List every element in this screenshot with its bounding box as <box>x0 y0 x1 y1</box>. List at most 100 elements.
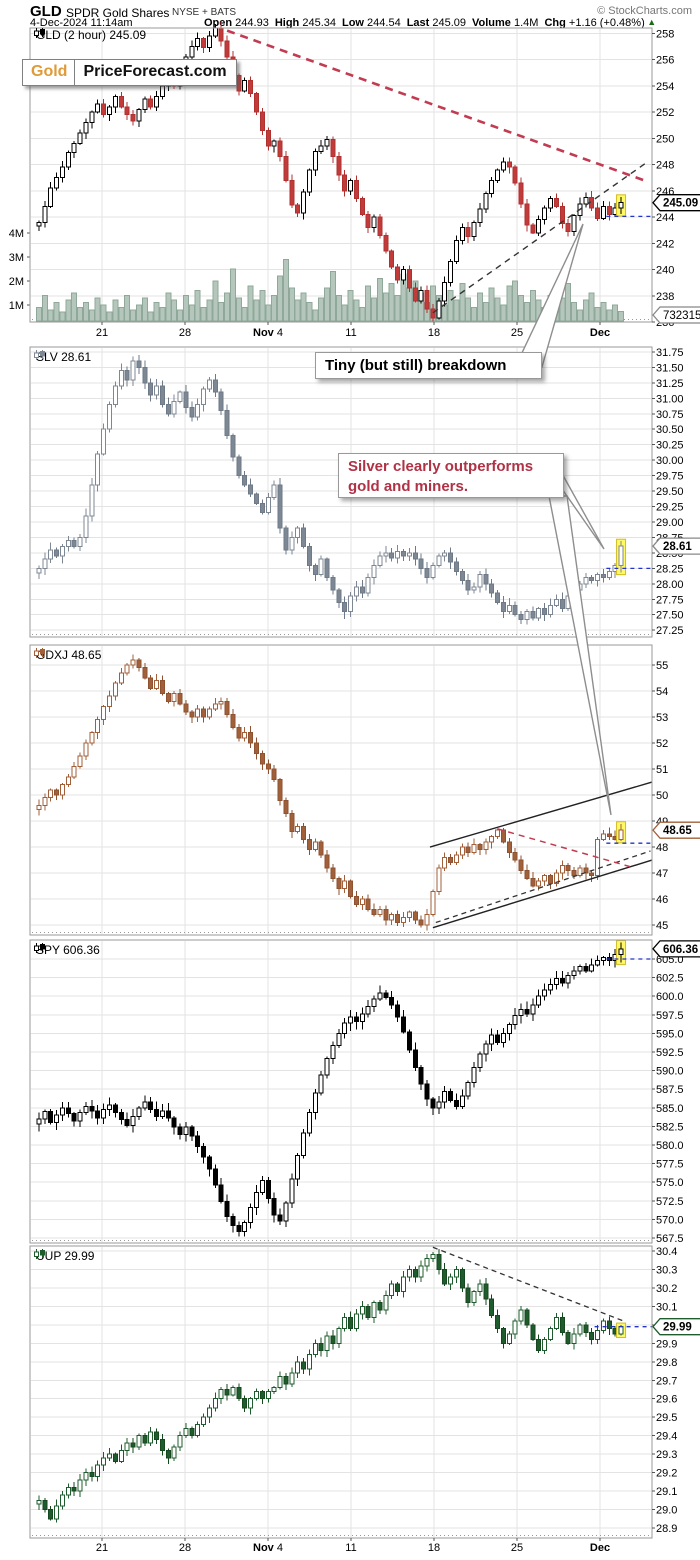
y-tick-label: 238 <box>656 291 674 303</box>
x-tick-label: 28 <box>179 1542 191 1554</box>
x-tick-label: Dec <box>590 1542 610 1554</box>
y-tick-label: 30.50 <box>656 424 684 436</box>
y-tick-label: 29.2 <box>656 1468 677 1480</box>
gld-volume-bars <box>35 258 625 322</box>
y-tick-label: 29.0 <box>656 1505 677 1517</box>
annotation-breakdown-text: Tiny (but still) breakdown <box>325 357 507 374</box>
panel-label-text: GDXJ 48.65 <box>36 648 102 662</box>
y-tick-label: 585.0 <box>656 1103 684 1115</box>
volume-callout-text: 732315 <box>663 310 700 322</box>
quote-field-value: 245.09 <box>429 17 467 29</box>
annotation-silver-line1: Silver clearly outperforms <box>348 458 534 475</box>
ticker-symbol: GLD <box>30 3 62 20</box>
y-tick-label: 52 <box>656 738 668 750</box>
y-tick-label: 602.5 <box>656 973 684 985</box>
volume-axis-label: 1M <box>9 300 24 312</box>
y-tick-label: 252 <box>656 107 674 119</box>
y-tick-label: 55 <box>656 660 668 672</box>
y-tick-label: 575.0 <box>656 1177 684 1189</box>
quote-summary: Open 244.93 High 245.34 Low 244.54 Last 245… <box>198 17 656 29</box>
y-tick-label: 250 <box>656 133 674 145</box>
quote-field-value: 1.4M <box>510 17 539 29</box>
y-tick-label: 597.5 <box>656 1010 684 1022</box>
price-callout-uup-text: 29.99 <box>663 1322 692 1334</box>
y-tick-label: 29.5 <box>656 1412 677 1424</box>
x-tick-label: Nov 4 <box>253 1542 283 1554</box>
annotation-silver-line2: gold and miners. <box>348 478 469 495</box>
x-tick-label: 11 <box>345 1542 356 1554</box>
y-tick-label: 29.9 <box>656 1338 677 1350</box>
price-callout-gdxj-text: 48.65 <box>663 825 692 837</box>
uup-candles <box>36 1249 627 1523</box>
y-tick-label: 30.2 <box>656 1283 677 1295</box>
y-tick-label: 48 <box>656 842 668 854</box>
y-tick-label: 590.0 <box>656 1066 684 1078</box>
y-tick-label: 53 <box>656 712 668 724</box>
y-tick-label: 29.50 <box>656 486 684 498</box>
y-tick-label: 47 <box>656 868 668 880</box>
quote-field-key: High <box>274 17 300 29</box>
x-tick-label: 21 <box>96 1542 108 1554</box>
y-tick-label: 29.7 <box>656 1375 677 1387</box>
panel-label-text: UUP 29.99 <box>36 1249 95 1263</box>
quote-field-value: +1.16 (+0.48%) <box>565 17 645 29</box>
y-tick-label: 567.5 <box>656 1233 684 1245</box>
x-tick-label: 11 <box>345 327 356 339</box>
ticker-name: SPDR Gold Shares <box>66 6 170 20</box>
panel-spy: 567.5 570.0 572.5 575.0 577.5 580.0 582.5 585.0… <box>29 939 700 1245</box>
x-tick-label: 18 <box>428 327 440 339</box>
x-tick-label: 21 <box>96 327 108 339</box>
logo-gold-text: Gold <box>23 60 76 85</box>
y-tick-label: 29.4 <box>656 1431 677 1443</box>
price-callout-spy <box>652 940 700 958</box>
panel-label-text: GLD (2 hour) 245.09 <box>36 28 147 42</box>
quote-field-key: Chg <box>544 17 566 29</box>
y-tick-label: 248 <box>656 160 674 172</box>
y-tick-label: 29.6 <box>656 1394 677 1406</box>
x-tick-label: 25 <box>511 1542 523 1554</box>
quote-field-key: Volume <box>472 17 511 29</box>
panel-uup: 28.9 29.0 29.1 29.2 29.3 29.4 29.5 29.6 29.7 29.8… <box>29 1245 700 1539</box>
y-tick-label: 28.25 <box>656 563 684 575</box>
y-tick-label: 258 <box>656 28 674 40</box>
panel-label-gdxj: GDXJ 48.65 <box>33 648 101 662</box>
y-tick-label: 29.8 <box>656 1357 677 1369</box>
volume-axis-label: 3M <box>9 252 24 264</box>
y-tick-label: 51 <box>656 764 668 776</box>
y-tick-label: 29.75 <box>656 471 684 483</box>
panel-label-spy: SPY 606.36 <box>33 943 100 957</box>
quote-field-key: Last <box>406 17 430 29</box>
y-tick-label: 30.00 <box>656 455 684 467</box>
y-tick-label: 572.5 <box>656 1196 684 1208</box>
quote-field-value: 244.54 <box>363 17 401 29</box>
x-tick-label: 28 <box>179 327 191 339</box>
price-callout-gld-text: 245.09 <box>663 198 698 210</box>
panel-label-gld: GLD (2 hour) 245.09 <box>33 28 146 42</box>
y-tick-label: 31.25 <box>656 378 684 390</box>
panel-label-uup: UUP 29.99 <box>33 1249 94 1263</box>
y-tick-label: 28.9 <box>656 1523 677 1535</box>
y-tick-label: 244 <box>656 212 674 224</box>
x-tick-label: Dec <box>590 327 610 339</box>
price-callout-slv <box>652 537 700 555</box>
quote-datetime: 4-Dec-2024 11:14am <box>30 17 133 29</box>
y-tick-label: 31.00 <box>656 393 684 405</box>
gld-candles <box>36 21 627 323</box>
y-tick-label: 29.1 <box>656 1486 677 1498</box>
y-tick-label: 570.0 <box>656 1214 684 1226</box>
y-tick-label: 256 <box>656 55 674 67</box>
y-tick-label: 30.3 <box>656 1264 677 1276</box>
price-callout-gdxj <box>652 821 700 839</box>
price-callout-uup <box>652 1318 700 1336</box>
callout-arrow-breakdown <box>520 223 584 369</box>
y-tick-label: 50 <box>656 790 668 802</box>
y-tick-label: 30.4 <box>656 1246 677 1258</box>
spy-candles <box>36 940 627 1237</box>
y-tick-label: 240 <box>656 265 674 277</box>
y-tick-label: 54 <box>656 686 668 698</box>
panel-label-text: SLV 28.61 <box>36 350 92 364</box>
y-tick-label: 254 <box>656 81 674 93</box>
